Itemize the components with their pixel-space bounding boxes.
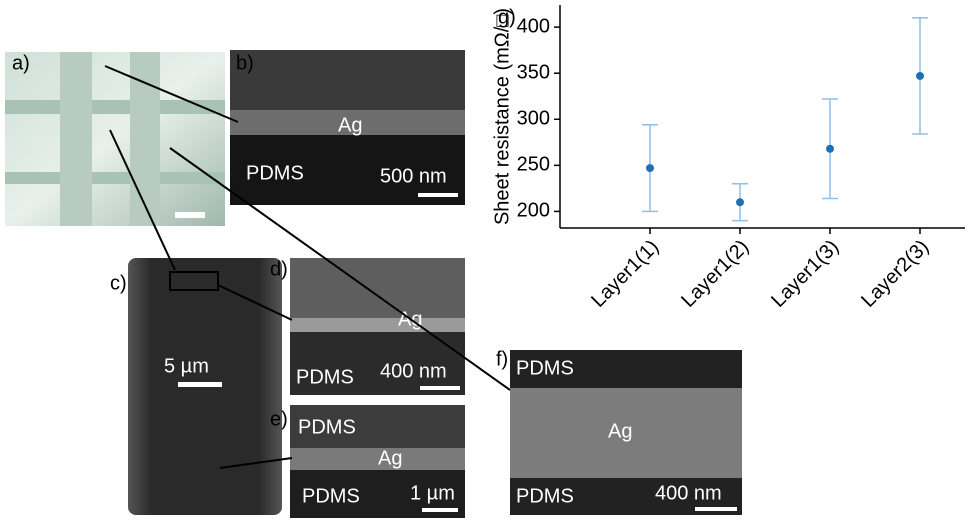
point: [916, 71, 924, 80]
layer-label: Ag: [338, 114, 362, 136]
scale-label: 400 nm: [655, 482, 722, 504]
point: [826, 144, 834, 153]
y-axis-label: Sheet resistance (mΩ/□): [491, 8, 513, 225]
point: [736, 198, 744, 207]
zoom-box: [169, 271, 219, 291]
top-label: PDMS: [298, 416, 356, 438]
connector: [109, 129, 176, 271]
image-e-layer: [290, 448, 465, 470]
x-tick-label: Layer1(2): [677, 236, 753, 312]
image-a-track: [5, 172, 225, 184]
connector: [104, 65, 239, 123]
scale-bar: [420, 386, 460, 390]
chart: g) Sheet resistance (mΩ/□) 200 250 300 350 40…: [491, 5, 965, 312]
top-label: PDMS: [516, 357, 574, 379]
substrate-label: PDMS: [296, 366, 354, 388]
scale-label: 5 µm: [164, 355, 209, 377]
scale-label: 1 µm: [410, 482, 455, 504]
bottom-label: PDMS: [302, 485, 360, 507]
y-tick-label: 300: [517, 108, 550, 130]
panel-label: g): [498, 6, 516, 28]
scale-bar: [175, 212, 205, 218]
connector: [169, 147, 511, 391]
panel-label: c): [110, 272, 127, 294]
scale-bar: [422, 508, 458, 512]
panel-label: f): [496, 348, 508, 370]
scale-bar: [695, 507, 737, 511]
scale-bar: [178, 382, 222, 387]
x-tick-label: Layer1(1): [587, 236, 663, 312]
connectors: [104, 65, 511, 469]
x-tick-label: Layer1(3): [767, 236, 843, 312]
image-a-track: [130, 52, 160, 226]
image-d-layer: [290, 318, 465, 332]
image-a-track: [60, 52, 92, 226]
panel-label: d): [270, 258, 288, 280]
panel-label: a): [12, 52, 30, 74]
image-b-layer: [230, 110, 465, 135]
panel-label: e): [270, 408, 288, 430]
point: [646, 164, 654, 173]
scale-label: 500 nm: [380, 165, 447, 187]
image-f-layer: [510, 388, 742, 478]
layer-label: Ag: [608, 420, 632, 442]
image-d-substrate: [290, 332, 465, 395]
x-tick-label: Layer2(3): [857, 236, 933, 312]
bottom-label: PDMS: [516, 485, 574, 507]
y-tick-label: 400: [517, 15, 550, 37]
y-tick-label: 200: [517, 200, 550, 222]
y-tick-label: 350: [517, 61, 550, 83]
panel-label: b): [236, 52, 254, 74]
substrate-label: PDMS: [246, 162, 304, 184]
y-tick-label: 250: [517, 154, 550, 176]
connector: [217, 284, 293, 321]
scale-label: 400 nm: [380, 360, 447, 382]
layer-label: Ag: [378, 447, 402, 469]
connector: [219, 457, 293, 469]
scale-bar: [418, 193, 458, 197]
